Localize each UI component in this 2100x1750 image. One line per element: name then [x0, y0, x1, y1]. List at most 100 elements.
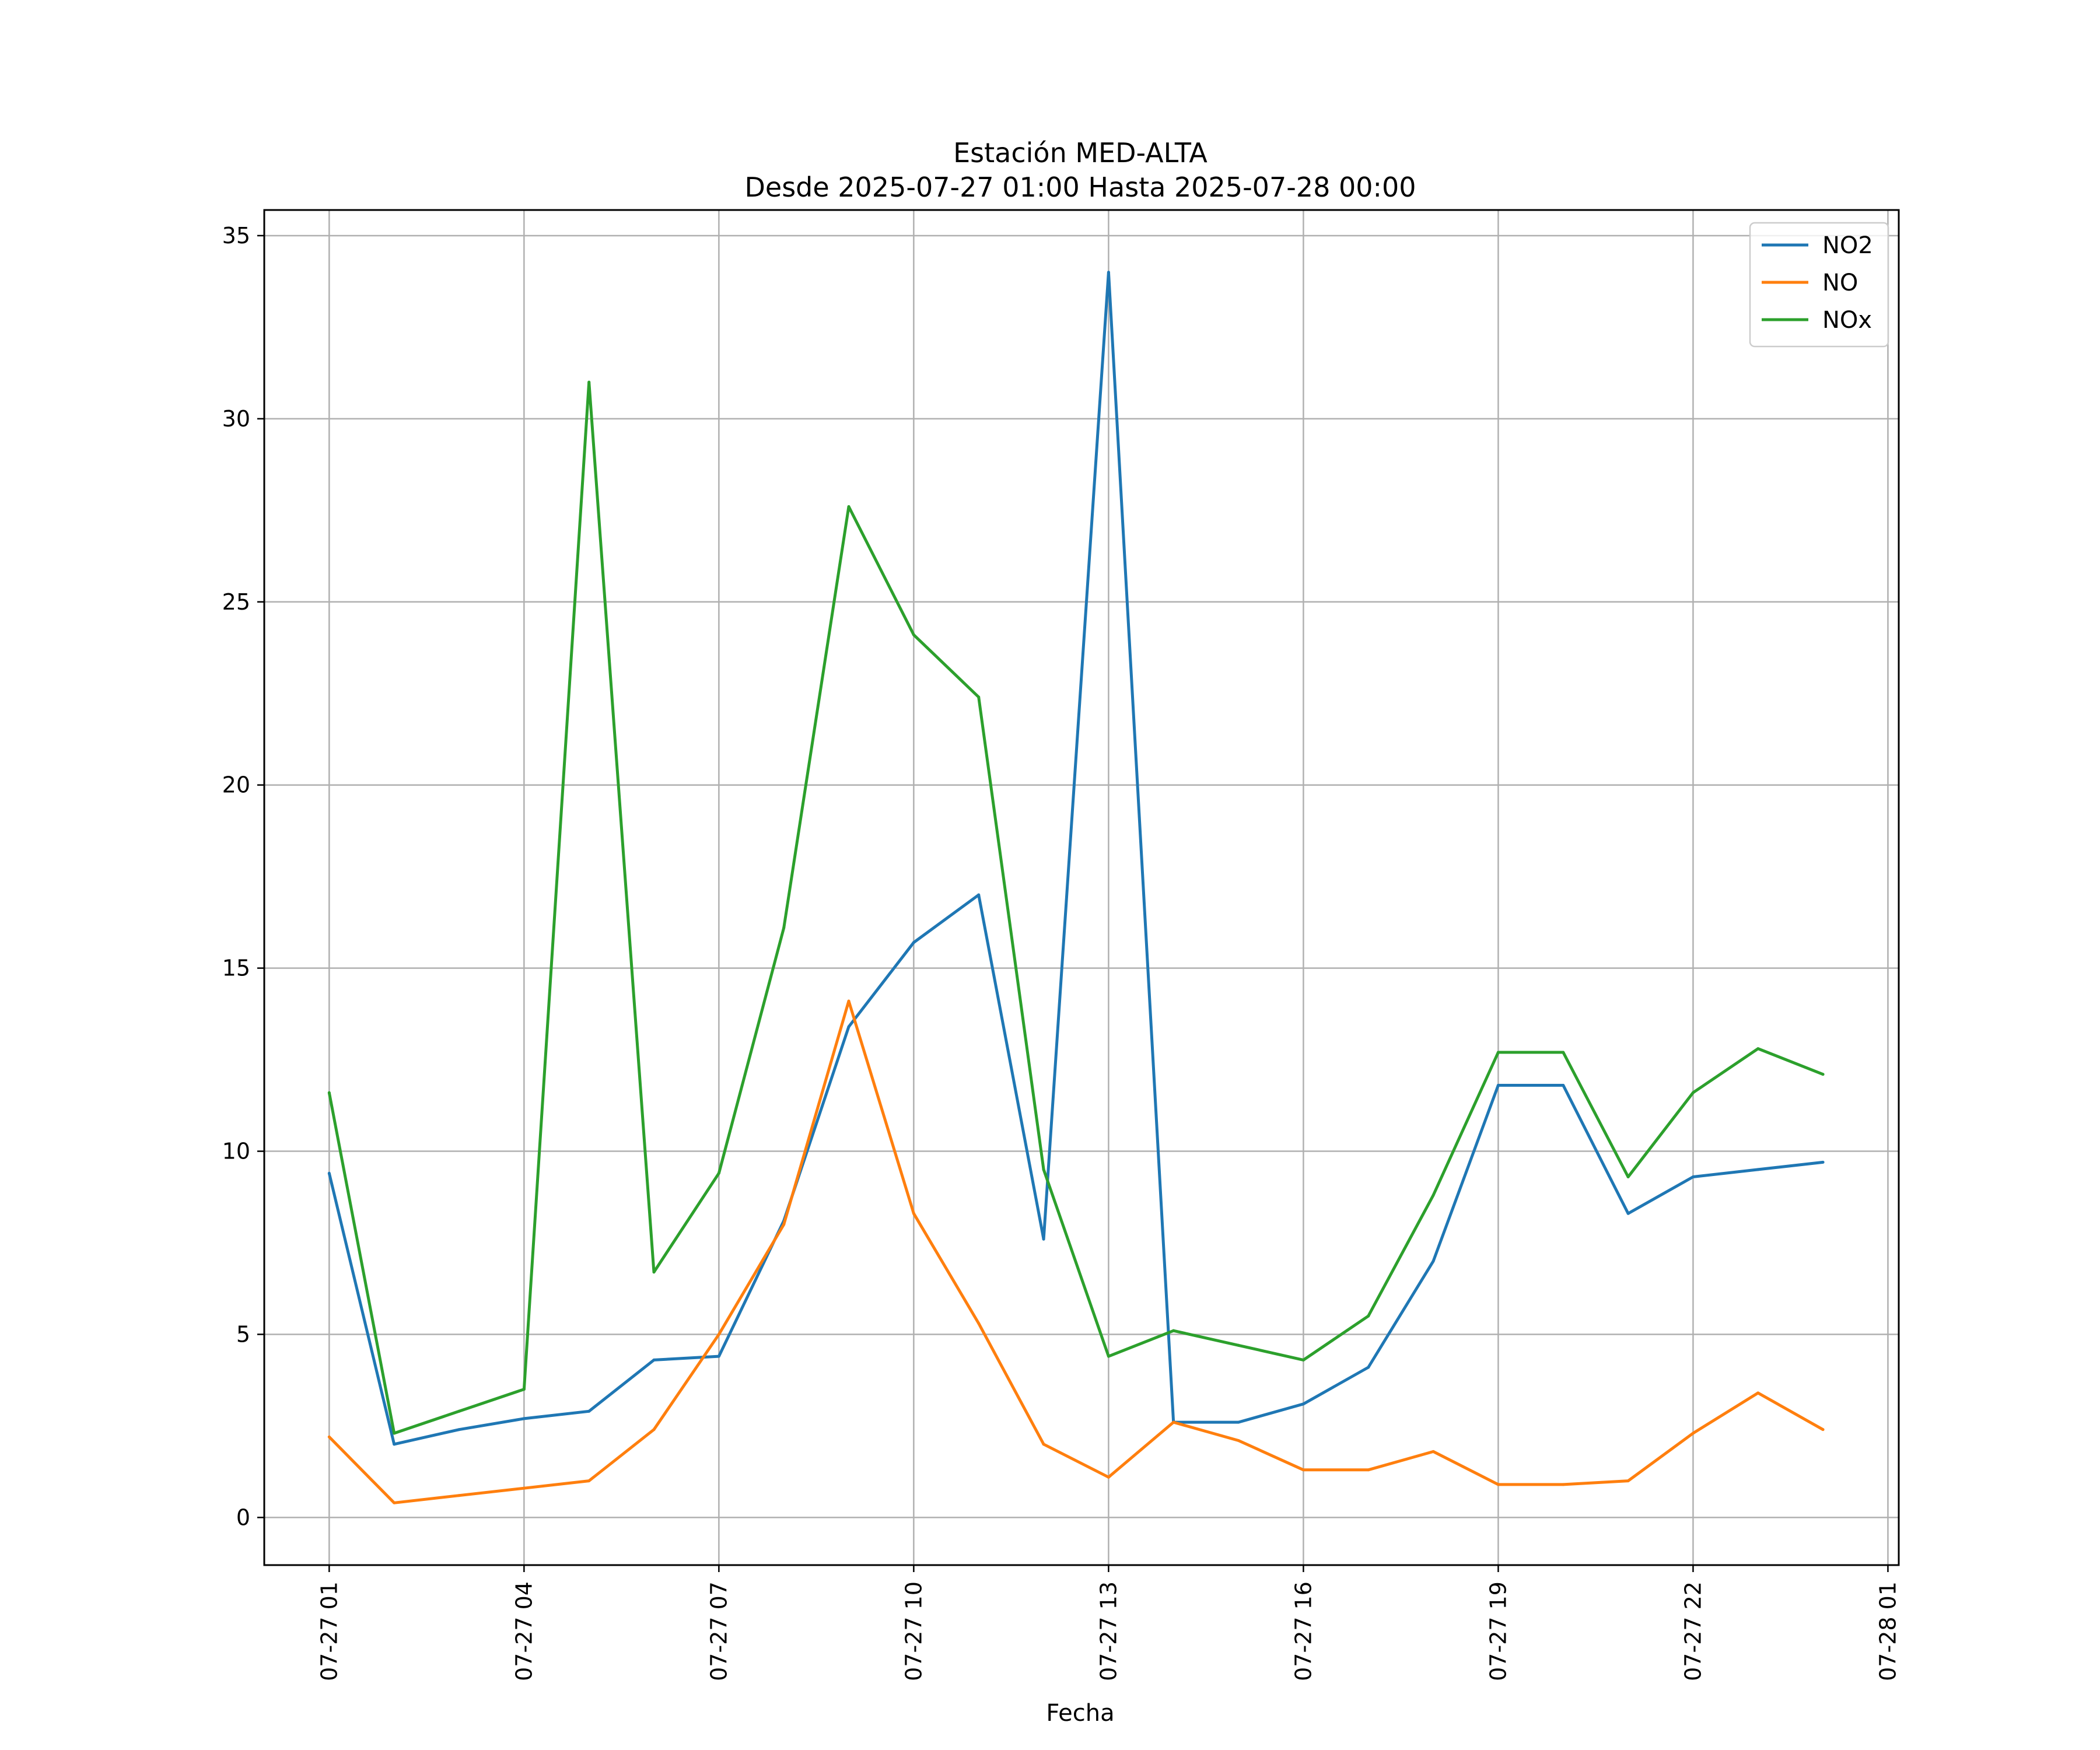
- series-no: [327, 999, 1825, 1504]
- data-point-no: [1432, 1450, 1435, 1453]
- data-point-no: [847, 999, 850, 1003]
- x-tick-label: 07-27 22: [1680, 1581, 1706, 1681]
- x-tick-label: 07-27 13: [1096, 1581, 1121, 1681]
- data-point-no2: [652, 1358, 656, 1362]
- data-point-no2: [1107, 271, 1110, 274]
- data-point-no: [1172, 1420, 1175, 1424]
- data-point-no2: [393, 1443, 396, 1446]
- axis-ticks: 0 5 10 15 20 25 30 35 07-27 01 07-27 04 07-27 07 07…: [222, 223, 1901, 1681]
- data-point-nox: [1562, 1051, 1565, 1054]
- legend: NO2 NO NOx: [1749, 222, 1889, 348]
- data-point-no: [1756, 1391, 1760, 1395]
- data-point-no2: [1496, 1084, 1500, 1087]
- data-point-no: [1107, 1475, 1110, 1479]
- legend-label: NOx: [1822, 307, 1872, 334]
- data-point-no2: [1626, 1212, 1630, 1215]
- data-point-no: [393, 1501, 396, 1504]
- data-point-nox: [1301, 1358, 1305, 1362]
- data-point-no: [587, 1479, 591, 1483]
- data-point-no: [1301, 1468, 1305, 1472]
- data-point-nox: [1042, 1168, 1045, 1171]
- data-point-no: [1042, 1443, 1045, 1446]
- y-tick-label: 10: [222, 1139, 250, 1164]
- data-point-nox: [1107, 1354, 1110, 1358]
- series-line-nox: [327, 380, 1824, 1435]
- legend-label: NO: [1822, 270, 1858, 296]
- data-point-no2: [457, 1428, 461, 1432]
- data-point-no: [522, 1486, 526, 1490]
- data-point-no2: [1821, 1160, 1825, 1164]
- x-axis-label: Fecha: [1046, 1700, 1114, 1727]
- data-point-nox: [717, 1171, 720, 1175]
- data-point-nox: [1756, 1047, 1760, 1051]
- data-point-no2: [1432, 1259, 1435, 1263]
- data-point-no: [1821, 1428, 1825, 1432]
- data-point-no: [457, 1494, 461, 1497]
- y-tick-label: 20: [222, 772, 250, 798]
- data-point-nox: [977, 695, 981, 699]
- data-point-nox: [912, 633, 915, 636]
- data-point-no2: [1756, 1168, 1760, 1171]
- data-point-no2: [1042, 1237, 1045, 1241]
- data-point-no: [1562, 1483, 1565, 1486]
- data-point-nox: [1367, 1314, 1370, 1318]
- data-point-nox: [522, 1388, 526, 1391]
- x-tick-label: 07-27 04: [511, 1581, 537, 1681]
- data-point-nox: [1691, 1091, 1695, 1094]
- data-point-no2: [1301, 1402, 1305, 1406]
- data-point-no: [327, 1435, 331, 1438]
- data-point-no: [977, 1322, 981, 1325]
- series-no2: [327, 271, 1825, 1446]
- data-point-nox: [782, 926, 786, 930]
- legend-item-nox: NOx: [1762, 307, 1872, 334]
- series-line-no2: [327, 271, 1824, 1446]
- data-point-nox: [1172, 1329, 1175, 1332]
- x-tick-label: 07-27 10: [901, 1581, 926, 1681]
- data-point-no: [1496, 1483, 1500, 1486]
- series-lines: [327, 271, 1825, 1504]
- chart-title: Estación MED-ALTA: [953, 137, 1208, 169]
- y-tick-label: 0: [236, 1504, 250, 1530]
- data-point-no2: [717, 1354, 720, 1358]
- x-tick-label: 07-27 07: [706, 1581, 732, 1681]
- data-point-no: [1367, 1468, 1370, 1472]
- chart-subtitle: Desde 2025-07-27 01:00 Hasta 2025-07-28 …: [744, 172, 1416, 203]
- data-point-no: [912, 1212, 915, 1215]
- legend-item-no2: NO2: [1762, 232, 1873, 259]
- data-point-nox: [1432, 1194, 1435, 1197]
- x-tick-label: 07-27 01: [316, 1581, 342, 1681]
- data-point-nox: [327, 1091, 331, 1094]
- x-tick-label: 07-27 19: [1485, 1581, 1511, 1681]
- data-point-no2: [587, 1409, 591, 1413]
- data-point-nox: [1237, 1343, 1240, 1347]
- series-line-no: [328, 999, 1824, 1504]
- y-tick-label: 25: [222, 589, 250, 615]
- data-point-nox: [1626, 1175, 1630, 1178]
- data-point-no2: [1237, 1420, 1240, 1424]
- data-point-no: [652, 1428, 656, 1432]
- legend-box: [1749, 222, 1889, 348]
- x-tick-label: 07-28 01: [1875, 1581, 1901, 1681]
- data-point-no2: [912, 941, 915, 944]
- y-tick-label: 5: [236, 1321, 250, 1347]
- data-point-no2: [1562, 1084, 1565, 1087]
- data-point-nox: [393, 1432, 396, 1435]
- grid: [264, 210, 1899, 1565]
- data-point-nox: [1496, 1051, 1500, 1054]
- plot-frame: [263, 209, 1900, 1566]
- data-point-no2: [327, 1171, 331, 1175]
- data-point-no: [1237, 1439, 1240, 1443]
- data-point-nox: [1821, 1073, 1825, 1076]
- data-point-no2: [1367, 1366, 1370, 1369]
- series-nox: [327, 380, 1825, 1435]
- y-tick-label: 35: [222, 223, 250, 249]
- data-point-nox: [847, 505, 850, 509]
- data-point-no: [782, 1223, 786, 1226]
- data-point-no: [1626, 1479, 1630, 1483]
- data-point-no2: [977, 893, 981, 897]
- legend-item-no: NO: [1762, 270, 1858, 296]
- legend-label: NO2: [1822, 232, 1873, 259]
- data-point-no: [1691, 1432, 1695, 1435]
